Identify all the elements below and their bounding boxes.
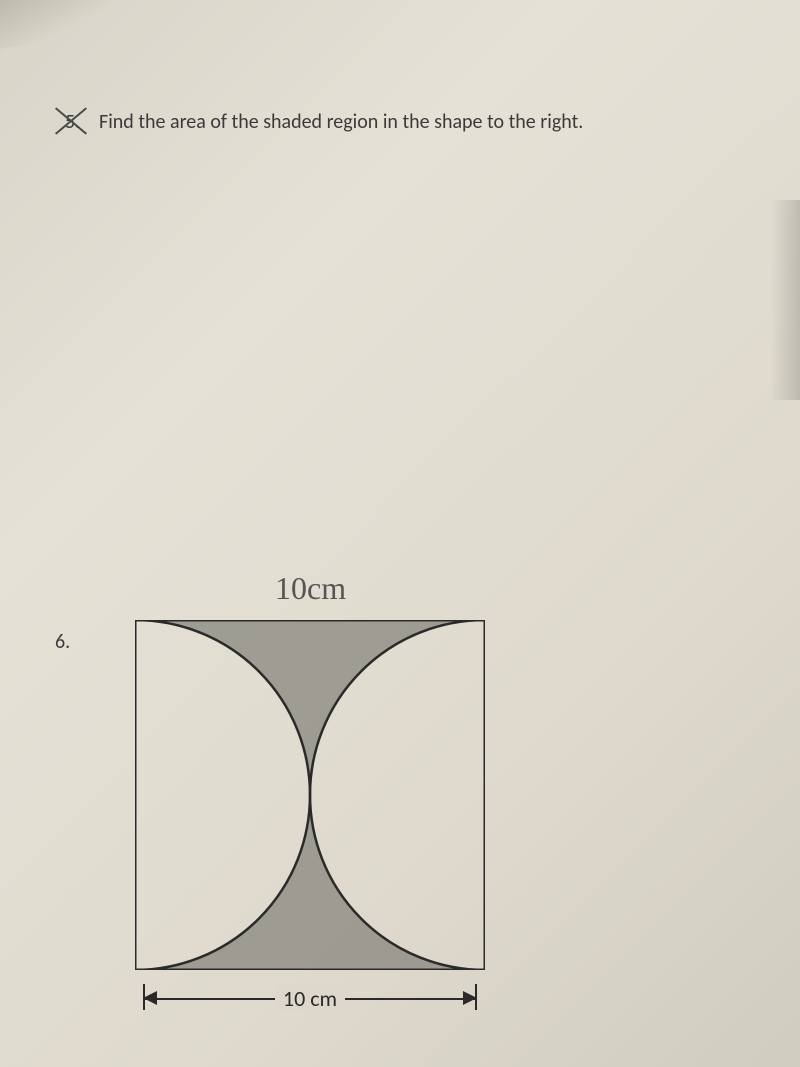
geometry-svg (135, 620, 485, 970)
cross-out-mark (51, 102, 91, 138)
dim-arrow-left (143, 991, 157, 1005)
corner-shadow (0, 0, 165, 54)
bottom-dimension-label: 10 cm (275, 985, 345, 1012)
q5-prompt: Find the area of the shaded region in th… (99, 108, 583, 136)
square-diagram (135, 620, 485, 970)
question-5: 5. Find the area of the shaded region in… (55, 108, 583, 138)
edge-shadow (770, 200, 800, 400)
top-handwritten-label: 10cm (275, 570, 346, 607)
dim-arrow-right (463, 991, 477, 1005)
bottom-dimension: 10 cm (135, 978, 485, 1018)
q5-number-container: 5. (55, 108, 91, 138)
q6-number: 6. (55, 630, 70, 654)
worksheet-page: 5. Find the area of the shaded region in… (0, 0, 800, 1067)
q6-diagram-container: 10cm 10 cm (135, 620, 495, 970)
